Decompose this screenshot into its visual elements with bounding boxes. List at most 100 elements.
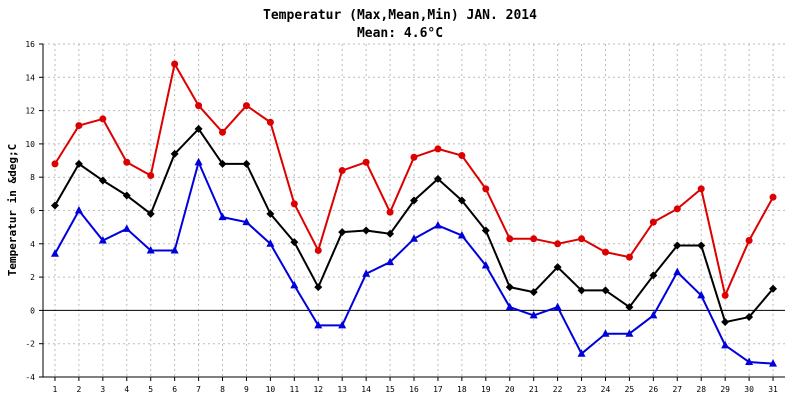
data-point (194, 157, 203, 166)
data-point (458, 152, 466, 160)
data-point (147, 172, 155, 180)
data-point (99, 115, 107, 123)
data-point (769, 359, 778, 367)
data-point (433, 174, 442, 183)
data-point (146, 209, 155, 218)
data-point (433, 220, 442, 229)
data-point (290, 280, 299, 289)
data-point (194, 124, 203, 133)
y-tick-label: 10 (25, 140, 35, 149)
data-point (218, 212, 227, 221)
data-point (673, 205, 681, 213)
data-point (745, 313, 754, 322)
x-tick-label: 10 (266, 385, 276, 394)
data-point (338, 228, 347, 237)
data-point (506, 235, 514, 243)
data-point (625, 329, 634, 337)
data-point (75, 122, 83, 130)
data-point (530, 235, 538, 243)
data-point (314, 320, 323, 329)
data-point (146, 245, 155, 254)
data-point (457, 230, 466, 239)
data-point (242, 159, 251, 168)
y-tick-label: 2 (30, 273, 35, 282)
data-point (362, 269, 371, 277)
data-point (625, 303, 634, 312)
data-point (362, 226, 371, 235)
data-point (505, 302, 514, 311)
data-point (98, 176, 107, 185)
y-tick-label: 6 (30, 207, 35, 216)
data-point (386, 208, 394, 216)
data-point (577, 349, 586, 357)
data-point (434, 145, 442, 153)
x-tick-label: 8 (220, 385, 225, 394)
axes (39, 43, 785, 381)
data-point (410, 234, 418, 242)
data-point (529, 310, 538, 319)
x-tick-label: 23 (577, 385, 587, 394)
data-point (577, 286, 586, 295)
x-tick-label: 18 (457, 385, 467, 394)
chart-subtitle: Mean: 4.6°C (357, 26, 443, 41)
data-point (266, 118, 274, 126)
x-tick-label: 7 (196, 385, 201, 394)
data-point (242, 217, 251, 226)
data-point (98, 235, 107, 244)
y-tick-label: -2 (25, 340, 35, 349)
data-point (314, 246, 322, 254)
data-point (338, 167, 346, 175)
y-tick-label: 8 (30, 173, 35, 182)
x-tick-label: 4 (124, 385, 129, 394)
x-tick-label: 11 (290, 385, 300, 394)
data-point (697, 185, 705, 193)
data-point (410, 153, 418, 161)
series-2 (50, 157, 778, 367)
x-tick-label: 19 (481, 385, 491, 394)
x-tick-label: 5 (148, 385, 153, 394)
data-point (553, 263, 562, 272)
data-point (481, 260, 490, 269)
data-point (601, 248, 609, 256)
x-tick-label: 27 (672, 385, 682, 394)
y-tick-label: 12 (25, 107, 35, 116)
x-tick-label: 24 (601, 385, 611, 394)
data-point (529, 288, 538, 297)
data-point (314, 283, 323, 292)
x-tick-label: 9 (244, 385, 249, 394)
data-point (74, 159, 83, 168)
x-tick-label: 2 (76, 385, 81, 394)
data-point (481, 226, 490, 235)
data-point (601, 286, 610, 295)
data-point (601, 329, 610, 337)
data-point (505, 283, 514, 292)
x-tick-label: 1 (53, 385, 58, 394)
data-point (553, 302, 562, 311)
series-1 (50, 124, 778, 327)
data-point (769, 284, 778, 293)
x-tick-label: 26 (649, 385, 659, 394)
data-point (242, 102, 250, 110)
data-point (673, 267, 682, 276)
data-point (266, 239, 275, 247)
data-point (649, 218, 657, 226)
x-tick-label: 28 (696, 385, 706, 394)
data-point (219, 128, 227, 136)
data-point (697, 241, 706, 250)
x-tick-label: 15 (385, 385, 395, 394)
x-tick-label: 30 (744, 385, 754, 394)
data-point (123, 158, 131, 166)
x-tick-label: 12 (313, 385, 323, 394)
x-tick-label: 6 (172, 385, 177, 394)
data-point (122, 191, 131, 200)
series-0 (51, 60, 777, 299)
data-point (50, 249, 59, 257)
data-point (697, 290, 706, 299)
data-point (74, 206, 83, 214)
x-tick-label: 22 (553, 385, 563, 394)
y-tick-label: 14 (25, 73, 35, 82)
grid-lines (43, 43, 785, 377)
data-point (386, 257, 395, 266)
